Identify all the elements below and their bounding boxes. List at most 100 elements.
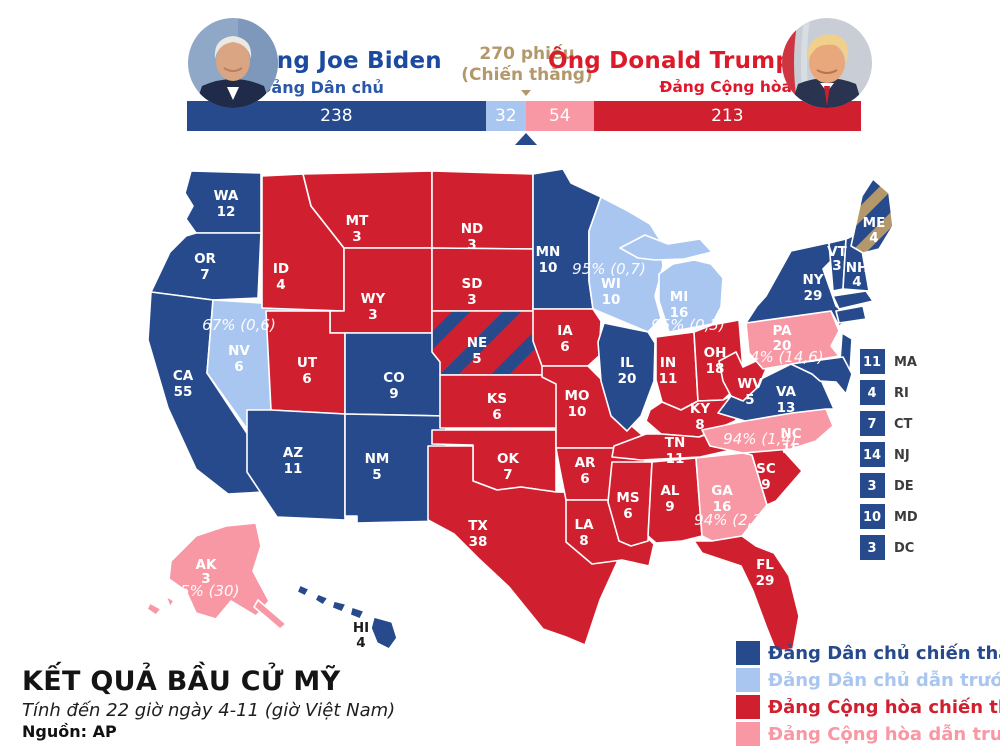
state-label: FL (756, 557, 774, 573)
east-state-votes: 14 (863, 448, 881, 463)
state-label: OH (704, 345, 727, 361)
state-label: KS (487, 391, 507, 407)
state-label: NE (467, 335, 488, 351)
state-votes: 9 (665, 499, 674, 515)
state-md-de (790, 356, 853, 395)
legend-swatch-dem-win (736, 641, 760, 665)
east-state-list: 11 MA 4 RI 7 CT 14 NJ 3 DE 10 MD 3 DC (860, 349, 918, 560)
east-state-label: MD (894, 510, 918, 525)
state-label: TN (665, 435, 686, 451)
state-votes: 6 (492, 407, 501, 423)
east-state-box (860, 349, 885, 374)
state-label: IL (620, 355, 634, 371)
state-label: AR (575, 455, 596, 471)
state-votes: 3 (201, 571, 210, 587)
state-votes: 20 (618, 371, 637, 387)
state-votes: 6 (623, 506, 632, 522)
east-state-label: CT (894, 417, 913, 432)
state-label: UT (297, 355, 318, 371)
state-votes: 6 (560, 339, 569, 355)
state-label: NC (780, 426, 801, 442)
state-votes: 6 (234, 359, 243, 375)
state-label: VA (776, 384, 797, 400)
state-votes: 10 (568, 404, 587, 420)
east-state-label: DE (894, 479, 914, 494)
east-state-box (860, 442, 885, 467)
state-wa (184, 170, 262, 234)
trump-avatar-graphic (782, 18, 872, 108)
biden-name: Ông Joe Biden (257, 48, 442, 74)
threshold-caption: (Chiến thắng) (461, 65, 593, 85)
east-state-votes: 10 (863, 510, 881, 525)
state-annotation: 67% (0,6) (202, 316, 276, 334)
east-state-label: DC (894, 541, 914, 556)
state-label: AK (196, 557, 217, 573)
east-state-label: MA (894, 355, 917, 370)
legend-label: Đảng Dân chủ dẫn trước (768, 669, 1000, 691)
state-votes: 3 (467, 237, 476, 253)
state-votes: 7 (503, 467, 512, 483)
state-ct-ri (835, 305, 867, 324)
state-votes: 11 (284, 461, 303, 477)
state-annotation: 45% (30) (171, 582, 240, 600)
east-state-box (860, 411, 885, 436)
state-label: MS (616, 490, 639, 506)
east-state-box (860, 535, 885, 560)
state-votes: 10 (539, 260, 558, 276)
east-state-votes: 3 (867, 541, 876, 556)
state-votes: 3 (368, 307, 377, 323)
state-label: AL (660, 483, 679, 499)
east-state-votes: 4 (867, 386, 876, 401)
state-label: MN (536, 244, 561, 260)
state-nd (431, 170, 534, 250)
state-label: GA (711, 483, 733, 499)
east-state-box (860, 473, 885, 498)
legend-swatch-rep-win (736, 695, 760, 719)
state-votes: 8 (579, 533, 588, 549)
state-mi-upper (619, 234, 713, 261)
state-annotation: 94% (2,2) (694, 511, 768, 529)
state-votes: 11 (659, 371, 678, 387)
state-votes: 3 (467, 292, 476, 308)
east-state-label: RI (894, 386, 909, 401)
page-title: KẾT QUẢ BẦU CỬ MỸ (22, 666, 341, 697)
state-votes: 18 (706, 361, 725, 377)
state-label: IA (557, 323, 573, 339)
state-ne (431, 310, 550, 376)
state-me (850, 178, 894, 254)
state-label: OK (497, 451, 519, 467)
state-votes: 3 (352, 229, 361, 245)
state-label: MO (565, 388, 590, 404)
state-ma (832, 290, 874, 310)
state-votes: 6 (302, 371, 311, 387)
legend-swatch-rep-lead (736, 722, 760, 746)
state-votes: 6 (580, 471, 589, 487)
state-votes: 55 (174, 384, 193, 400)
east-state-box (860, 380, 885, 405)
east-state-label: NJ (894, 448, 910, 463)
state-votes: 4 (869, 230, 878, 246)
state-ak-tail (253, 599, 287, 630)
state-label: NY (802, 272, 823, 288)
state-votes: 5 (472, 351, 481, 367)
state-annotation: 95% (0,7) (572, 260, 646, 278)
state-votes: 16 (713, 499, 732, 515)
east-state-votes: 11 (863, 355, 881, 370)
state-votes: 5 (745, 392, 754, 408)
electoral-vote-bar: 238 32 54 213 (187, 101, 861, 131)
state-al (647, 457, 703, 544)
source-credit: Nguồn: AP (22, 722, 117, 741)
state-label: OR (194, 251, 216, 267)
state-label: AZ (283, 445, 303, 461)
legend: Đảng Dân chủ chiến thắng Đảng Dân chủ dẫ… (736, 641, 1000, 746)
state-votes: 4 (356, 635, 365, 651)
east-state-box (860, 504, 885, 529)
state-label: MT (346, 213, 369, 229)
state-label: ND (461, 221, 484, 237)
state-annotation: 64% (14,6) (740, 348, 823, 366)
state-votes: 16 (670, 305, 689, 321)
state-label: CO (383, 370, 404, 386)
state-label: NV (228, 343, 250, 359)
